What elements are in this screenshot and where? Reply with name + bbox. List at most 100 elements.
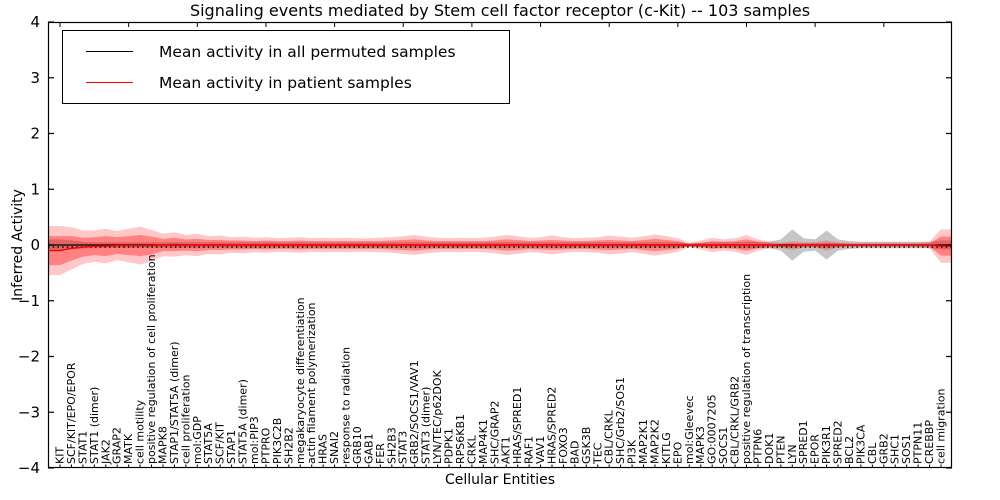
x-category-label: megakaryocyte differentiation xyxy=(294,297,307,464)
x-category-label: SH2B2 xyxy=(282,427,295,464)
x-category-label: mol:PIP3 xyxy=(248,416,261,464)
x-category-label: GRB2 xyxy=(877,433,890,464)
x-category-label: PIK3CA xyxy=(854,424,867,464)
x-category-label: cell proliferation xyxy=(179,374,192,464)
band-patient xyxy=(48,226,952,276)
x-category-label: GSK3B xyxy=(580,427,593,464)
x-category-label: FER xyxy=(374,443,387,464)
x-category-label: VAV1 xyxy=(534,436,547,464)
y-tick-label: −4 xyxy=(18,459,40,477)
x-category-label: EPO xyxy=(671,441,684,464)
x-category-label: SPRED1 xyxy=(797,420,810,464)
x-category-label: PTPN11 xyxy=(912,422,925,464)
x-category-label: MATK xyxy=(122,433,135,464)
x-category-label: STAT1 (dimer) xyxy=(88,387,101,464)
x-category-label: AKT1 xyxy=(500,436,513,464)
x-category-label: CBL/CRKL xyxy=(603,409,616,464)
y-tick-label: 3 xyxy=(30,69,40,87)
x-category-label: SOS1 xyxy=(900,434,913,464)
x-category-label: SHC/GRAP2 xyxy=(488,400,501,464)
x-category-label: PTPRO xyxy=(259,427,272,464)
x-category-label: BCL2 xyxy=(843,436,856,464)
x-category-label: TEC xyxy=(591,442,604,465)
x-category-label: SCF/KIT xyxy=(214,422,227,464)
y-axis-label: Inferred Activity xyxy=(10,189,26,301)
x-category-label: positive regulation of cell proliferatio… xyxy=(145,254,158,464)
x-category-label: PTEN xyxy=(774,435,787,464)
x-category-label: PTPN6 xyxy=(751,429,764,464)
x-category-label: RAF1 xyxy=(523,436,536,464)
x-category-label: HRAS/SPRED2 xyxy=(545,387,558,464)
band-patient xyxy=(48,235,952,266)
x-category-label: SOCS1 xyxy=(717,427,730,464)
x-category-label: SHC/Grb2/SOS1 xyxy=(614,377,627,464)
patient-mean-line xyxy=(48,243,952,252)
y-tick-label: −2 xyxy=(18,348,40,366)
x-category-label: STAT3 (dimer) xyxy=(420,387,433,464)
x-category-label: RPS6KB1 xyxy=(454,414,467,464)
x-category-label: GRAP2 xyxy=(111,427,124,464)
x-category-label: mol:Gleevec xyxy=(683,395,696,464)
x-category-label: MAP4K1 xyxy=(477,419,490,464)
legend-label: Mean activity in all permuted samples xyxy=(159,42,456,61)
x-category-label: response to radiation xyxy=(340,347,353,464)
x-category-label: GRB2/SOCS1/VAV1 xyxy=(408,360,421,464)
chart-title: Signaling events mediated by Stem cell f… xyxy=(189,1,811,20)
x-category-label: MAP2K1 xyxy=(637,419,650,464)
y-tick-label: 1 xyxy=(30,180,40,198)
x-category-label: GRB10 xyxy=(351,426,364,464)
y-tick-label: 4 xyxy=(30,13,40,31)
x-category-label: PI3K xyxy=(626,439,639,464)
x-axis-label: Cellular Entities xyxy=(444,472,556,488)
legend-item-patient: Mean activity in patient samples xyxy=(75,67,497,98)
x-category-label: SCF/KIT/EPO/EPOR xyxy=(65,362,78,464)
x-category-label: SNAI2 xyxy=(328,431,341,464)
permuted-line-swatch xyxy=(86,51,133,52)
x-category-label: JAK2 xyxy=(99,439,112,465)
x-category-label: STAT5A xyxy=(202,423,215,464)
x-category-label: STAP1 xyxy=(225,430,238,464)
legend: Mean activity in all permuted samples Me… xyxy=(62,30,510,104)
legend-label: Mean activity in patient samples xyxy=(159,73,412,92)
y-tick-label: 2 xyxy=(30,125,40,143)
x-category-label: CREBBP xyxy=(923,420,936,464)
patient-line-swatch xyxy=(86,82,133,83)
x-category-label: SPRED2 xyxy=(832,420,845,464)
x-category-label: STAP1/STAT5A (dimer) xyxy=(168,341,181,464)
x-category-label: cell migration xyxy=(935,388,948,464)
legend-item-permuted: Mean activity in all permuted samples xyxy=(75,36,497,67)
x-category-label: FOXO3 xyxy=(557,427,570,464)
y-tick-label: −3 xyxy=(18,403,40,421)
x-category-label: BAD xyxy=(568,440,581,464)
x-category-label: CRKL xyxy=(465,434,478,464)
x-category-label: EPOR xyxy=(809,434,822,464)
x-category-label: PIK3R1 xyxy=(820,425,833,464)
x-category-label: KITLG xyxy=(660,432,673,464)
x-category-label: STAT3 xyxy=(397,431,410,464)
y-tick-label: 0 xyxy=(30,236,40,254)
x-category-label: SH2B3 xyxy=(385,427,398,464)
x-category-label: SHC1 xyxy=(889,434,902,464)
x-category-label: LYN xyxy=(786,444,799,464)
x-category-label: CBL/CRKL/GRB2 xyxy=(729,376,742,464)
y-tick-label: −1 xyxy=(18,292,40,310)
x-category-label: mol:GDP xyxy=(191,416,204,464)
x-category-label: GAB1 xyxy=(362,433,375,464)
x-category-label: actin filament polymerization xyxy=(305,302,318,464)
x-category-label: PDPK1 xyxy=(443,428,456,464)
x-category-label: MAPK3 xyxy=(694,426,707,464)
x-category-label: HRAS/SPRED1 xyxy=(511,387,524,464)
x-category-label: positive regulation of transcription xyxy=(740,274,753,464)
x-category-label: KIT xyxy=(54,447,67,464)
x-category-label: PIK3C2B xyxy=(271,418,284,464)
x-category-label: STAT1 xyxy=(76,431,89,464)
x-category-label: cell motility xyxy=(134,399,147,464)
x-category-label: MAP2K2 xyxy=(648,419,661,464)
x-category-label: LYN/TEC/p62DOK xyxy=(431,370,444,464)
x-category-label: CBL xyxy=(866,442,879,464)
x-category-label: DOK1 xyxy=(763,433,776,464)
x-category-label: GO:0007205 xyxy=(706,394,719,464)
x-category-label: STAT5A (dimer) xyxy=(237,379,250,464)
